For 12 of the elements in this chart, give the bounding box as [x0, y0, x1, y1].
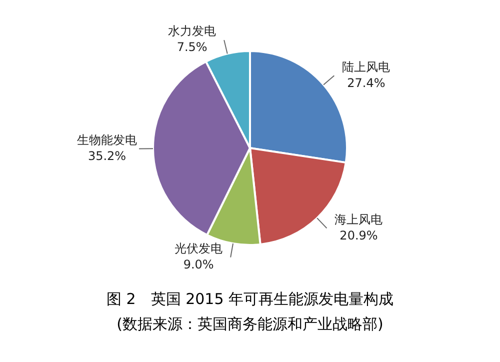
slice-label: 生物能发电: [77, 132, 137, 147]
data-label: 35.2%: [88, 148, 126, 163]
slice-label: 水力发电: [168, 24, 216, 38]
data-label: 20.9%: [340, 228, 378, 242]
text: 图 2 英国 2015 年可再生能源发电量构成: [105, 290, 395, 309]
slice-label: 海上风电: [334, 212, 383, 226]
data-label: 7.5%: [176, 40, 208, 54]
slice-label: 陆上风电: [342, 60, 390, 74]
data-label: 27.4%: [347, 76, 386, 90]
text: (数据来源：英国商务能源和产业战略部): [116, 315, 384, 334]
data-label: 9.0%: [183, 257, 214, 272]
slice-label: 光伏发电: [174, 241, 223, 256]
